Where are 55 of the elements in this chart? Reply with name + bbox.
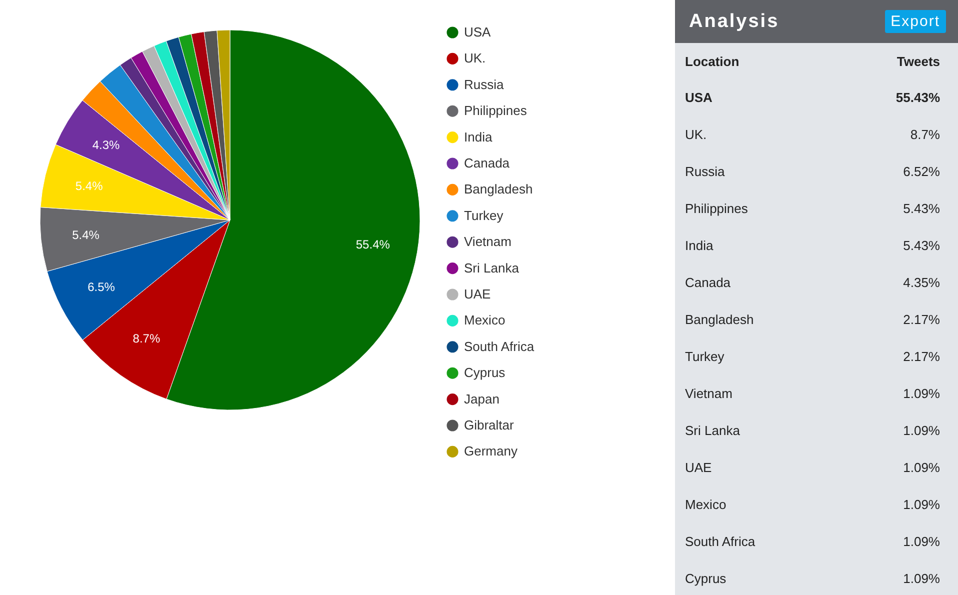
legend-label: Vietnam xyxy=(464,234,512,250)
legend-label: Bangladesh xyxy=(464,182,533,197)
data-label: 1.09% xyxy=(903,386,940,401)
data-label: 5.4% xyxy=(75,178,104,193)
data-label: 8.7% xyxy=(132,332,160,346)
category-label: Bangladesh xyxy=(685,312,754,327)
data-label: 4.35% xyxy=(903,275,940,290)
legend-label: Japan xyxy=(464,391,500,406)
category-label: Mexico xyxy=(685,497,726,512)
legend-label: UAE xyxy=(464,286,492,302)
legend-label: Germany xyxy=(464,444,518,459)
data-label: 55.4% xyxy=(356,238,390,252)
legend-label: Philippines xyxy=(464,103,528,118)
category-label: USA xyxy=(685,90,712,105)
text: Analysis xyxy=(689,10,780,32)
legend-label: Russia xyxy=(464,76,505,92)
data-label: 5.43% xyxy=(903,201,940,216)
category-label: South Africa xyxy=(685,534,756,549)
legend-label: Gibraltar xyxy=(464,418,515,432)
category-label: Cyprus xyxy=(685,571,726,586)
export-button[interactable]: Export xyxy=(884,10,946,33)
data-label: 5.43% xyxy=(903,238,940,253)
data-label: 6.52% xyxy=(903,164,940,179)
category-label: Vietnam xyxy=(685,386,732,401)
data-label: 1.09% xyxy=(903,423,940,438)
data-label: 5.4% xyxy=(72,228,100,242)
legend-label: Turkey xyxy=(464,208,504,223)
category-label: Russia xyxy=(685,164,725,179)
data-label: 1.09% xyxy=(903,571,940,586)
legend-label: USA xyxy=(464,24,492,40)
data-label: 4.3% xyxy=(92,138,120,152)
text: Location xyxy=(685,54,740,68)
legend-label: Mexico xyxy=(464,312,506,328)
category-label: Philippines xyxy=(685,201,748,216)
data-label: 1.09% xyxy=(903,460,940,475)
category-label: Sri Lanka xyxy=(685,423,740,438)
category-label: UAE xyxy=(685,460,712,475)
category-label: India xyxy=(685,238,714,253)
data-label: 2.17% xyxy=(903,312,940,327)
data-label: 8.7% xyxy=(910,127,940,142)
legend-label: India xyxy=(464,129,493,144)
legend-label: Sri Lanka xyxy=(464,260,520,276)
legend-label: UK. xyxy=(464,50,486,66)
text: Tweets xyxy=(896,54,940,68)
data-label: 2.17% xyxy=(903,349,940,364)
category-label: UK. xyxy=(685,127,707,142)
data-label: 55.43% xyxy=(896,90,940,105)
category-label: Canada xyxy=(685,275,731,290)
legend-label: Canada xyxy=(464,156,510,170)
legend-label: South Africa xyxy=(464,338,535,354)
data-label: 1.09% xyxy=(903,497,940,512)
data-label: 1.09% xyxy=(903,534,940,549)
legend-label: Cyprus xyxy=(464,365,506,380)
category-label: Turkey xyxy=(685,349,724,364)
data-label: 6.5% xyxy=(88,280,116,294)
